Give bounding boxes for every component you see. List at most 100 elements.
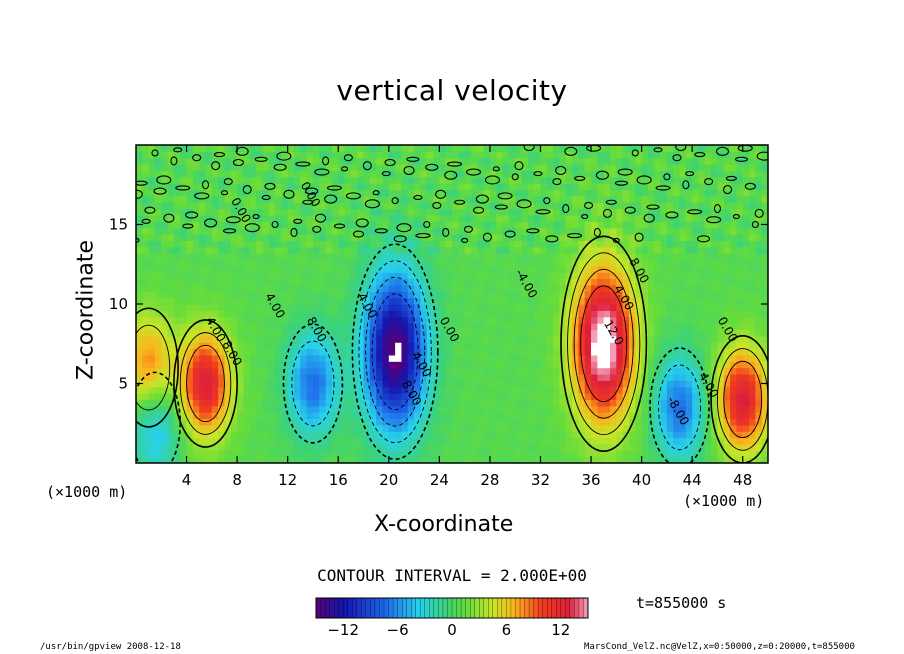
heatmap-cell — [698, 329, 706, 337]
heatmap-cell — [426, 227, 434, 235]
heatmap-cell — [445, 437, 453, 445]
heatmap-cell — [401, 259, 409, 267]
heatmap-cell — [262, 151, 270, 159]
heatmap-cell — [262, 424, 270, 432]
heatmap-cell — [755, 310, 763, 318]
heatmap-cell — [256, 361, 263, 369]
heatmap-cell — [167, 310, 175, 318]
heatmap-cell — [540, 214, 548, 222]
heatmap-cell — [578, 456, 586, 463]
heatmap-cell — [597, 354, 605, 362]
heatmap-cell — [331, 164, 339, 172]
heatmap-cell — [445, 246, 453, 254]
heatmap-cell — [230, 335, 238, 343]
heatmap-cell — [578, 405, 586, 413]
heatmap-cell — [704, 227, 712, 235]
heatmap-cell — [616, 380, 624, 388]
heatmap-cell — [224, 310, 232, 318]
heatmap-cell — [692, 240, 700, 248]
heatmap-cell — [534, 189, 542, 197]
heatmap-cell — [692, 316, 700, 324]
heatmap-cell — [660, 291, 668, 299]
heatmap-cell — [205, 151, 213, 159]
heatmap-cell — [635, 342, 643, 350]
heatmap-cell — [458, 304, 466, 311]
heatmap-cell — [603, 386, 611, 394]
heatmap-cell — [553, 145, 561, 152]
heatmap-cell — [641, 176, 649, 184]
heatmap-cell — [237, 284, 245, 292]
heatmap-cell — [628, 310, 636, 318]
heatmap-cell — [553, 361, 561, 369]
heatmap-cell — [433, 202, 440, 210]
heatmap-cell — [628, 297, 636, 305]
heatmap-cell — [534, 335, 542, 343]
heatmap-cell — [584, 278, 592, 286]
heatmap-cell — [294, 208, 301, 216]
heatmap-cell — [319, 291, 327, 299]
heatmap-cell — [584, 342, 592, 350]
heatmap-cell — [369, 291, 377, 299]
heatmap-cell — [477, 259, 485, 267]
heatmap-cell — [230, 240, 238, 248]
heatmap-cell — [622, 202, 630, 210]
heatmap-cell — [723, 221, 731, 229]
heatmap-cell — [470, 195, 478, 203]
heatmap-cell — [407, 291, 415, 299]
heatmap-cell — [641, 323, 649, 331]
heatmap-cell — [736, 354, 744, 362]
heatmap-cell — [218, 195, 226, 203]
heatmap-cell — [287, 367, 295, 375]
heatmap-cell — [464, 450, 472, 458]
heatmap-cell — [717, 297, 725, 305]
heatmap-cell — [647, 164, 655, 172]
heatmap-cell — [742, 151, 750, 159]
heatmap-cell — [420, 373, 428, 381]
heatmap-cell — [325, 227, 333, 235]
heatmap-cell — [458, 221, 466, 229]
heatmap-cell — [306, 393, 314, 400]
heatmap-cell — [426, 450, 434, 458]
heatmap-cell — [452, 221, 459, 229]
heatmap-cell — [395, 291, 403, 299]
heatmap-cell — [616, 291, 624, 299]
heatmap-cell — [287, 456, 295, 463]
heatmap-cell — [704, 234, 712, 241]
heatmap-cell — [395, 393, 403, 400]
heatmap-cell — [388, 304, 396, 311]
heatmap-cell — [508, 367, 516, 375]
heatmap-cell — [433, 234, 440, 241]
heatmap-cell — [761, 424, 768, 432]
heatmap-cell — [692, 329, 700, 337]
heatmap-cell — [268, 202, 276, 210]
heatmap-cell — [445, 424, 453, 432]
heatmap-cell — [319, 202, 327, 210]
heatmap-cell — [572, 354, 579, 362]
heatmap-cell — [306, 189, 314, 197]
heatmap-cell — [382, 361, 390, 369]
heatmap-cell — [363, 424, 371, 432]
heatmap-cell — [698, 221, 706, 229]
heatmap-cell — [414, 297, 421, 305]
heatmap-cell — [654, 284, 662, 292]
heatmap-cell — [154, 246, 162, 254]
heatmap-cell — [755, 418, 763, 426]
heatmap-cell — [376, 246, 384, 254]
heatmap-cell — [218, 145, 226, 152]
heatmap-cell — [496, 208, 504, 216]
heatmap-cell — [603, 437, 611, 445]
heatmap-cell — [515, 316, 523, 324]
heatmap-cell — [388, 361, 396, 369]
heatmap-cell — [300, 284, 308, 292]
heatmap-cell — [502, 393, 510, 400]
heatmap-cell — [654, 170, 662, 178]
heatmap-cell — [388, 297, 396, 305]
heatmap-cell — [211, 405, 219, 413]
heatmap-cell — [559, 208, 567, 216]
heatmap-cell — [439, 246, 447, 254]
heatmap-cell — [515, 234, 523, 241]
heatmap-cell — [578, 151, 586, 159]
heatmap-cell — [730, 189, 737, 197]
heatmap-cell — [521, 329, 529, 337]
heatmap-cell — [395, 418, 403, 426]
